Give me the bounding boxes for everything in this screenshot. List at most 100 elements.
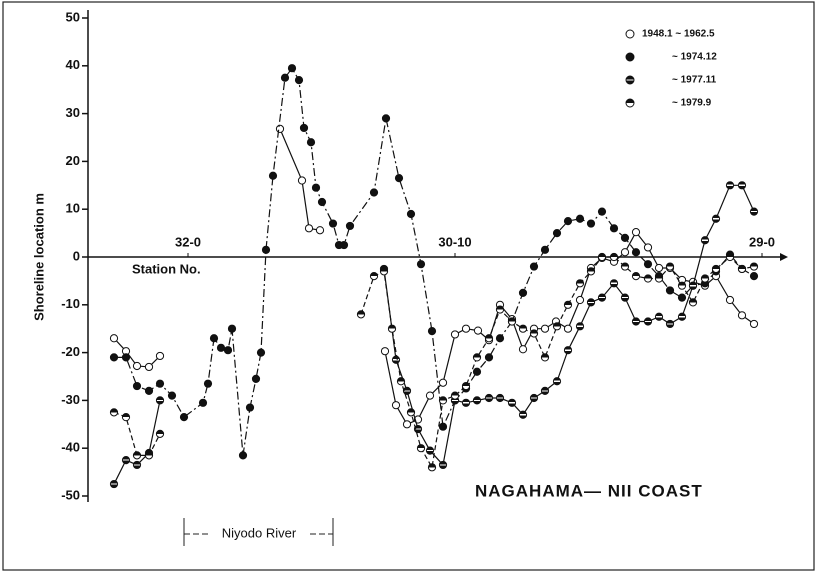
data-point bbox=[387, 324, 397, 333]
data-point bbox=[495, 393, 505, 403]
data-point bbox=[540, 324, 550, 333]
data-point bbox=[586, 219, 596, 228]
data-point bbox=[620, 248, 630, 257]
data-point bbox=[209, 334, 219, 343]
data-point bbox=[438, 460, 448, 470]
data-point bbox=[144, 362, 154, 372]
data-point bbox=[406, 408, 416, 417]
data-point bbox=[575, 295, 585, 305]
data-point bbox=[396, 377, 406, 386]
data-point bbox=[427, 326, 437, 336]
data-point bbox=[223, 346, 233, 355]
data-point bbox=[749, 319, 759, 329]
data-point bbox=[391, 355, 401, 364]
data-point bbox=[529, 393, 539, 403]
data-point bbox=[725, 252, 735, 262]
y-tick-label: 30 bbox=[66, 105, 80, 120]
data-point bbox=[737, 181, 747, 190]
legend-marker bbox=[625, 75, 635, 85]
data-point bbox=[369, 272, 379, 281]
data-point bbox=[473, 326, 483, 335]
data-point bbox=[132, 361, 142, 371]
data-point bbox=[518, 324, 528, 333]
data-point bbox=[450, 391, 460, 400]
data-point bbox=[654, 312, 664, 321]
data-point bbox=[700, 274, 710, 283]
data-point bbox=[356, 310, 366, 319]
data-point bbox=[540, 386, 550, 395]
data-point bbox=[394, 174, 404, 183]
data-point bbox=[203, 379, 213, 388]
data-point bbox=[155, 379, 165, 388]
data-point bbox=[597, 207, 607, 216]
data-point bbox=[518, 345, 528, 354]
data-point bbox=[144, 386, 154, 395]
legend-marker bbox=[625, 29, 635, 39]
y-tick-label: 40 bbox=[66, 57, 80, 72]
data-point bbox=[620, 293, 630, 302]
data-point bbox=[339, 240, 349, 250]
legend-label: ~ 1974.12 bbox=[672, 52, 717, 63]
data-point bbox=[631, 272, 641, 281]
data-point bbox=[586, 298, 596, 307]
data-point bbox=[507, 317, 517, 326]
data-point bbox=[345, 221, 355, 231]
data-point bbox=[280, 73, 290, 82]
data-point bbox=[132, 451, 142, 460]
data-point bbox=[620, 262, 630, 271]
data-point bbox=[413, 424, 423, 434]
data-point bbox=[725, 181, 735, 190]
data-point bbox=[317, 197, 327, 207]
data-point bbox=[665, 319, 675, 329]
data-point bbox=[461, 381, 471, 391]
data-point bbox=[563, 346, 573, 355]
data-point bbox=[711, 214, 721, 223]
y-tick-label: 0 bbox=[73, 248, 80, 263]
legend-marker bbox=[625, 98, 635, 108]
data-point bbox=[328, 219, 338, 228]
data-point bbox=[315, 226, 325, 235]
data-point bbox=[677, 281, 687, 290]
data-point bbox=[529, 262, 539, 271]
y-axis-label: Shoreline location m bbox=[31, 193, 46, 321]
data-point bbox=[495, 334, 505, 343]
data-point bbox=[575, 279, 585, 288]
data-point bbox=[198, 398, 208, 407]
data-point bbox=[665, 286, 675, 295]
series-line bbox=[113, 256, 755, 470]
data-point bbox=[256, 348, 266, 357]
data-point bbox=[563, 324, 573, 333]
data-point bbox=[725, 295, 735, 305]
data-point bbox=[749, 262, 759, 271]
data-point bbox=[540, 245, 550, 254]
data-point bbox=[749, 207, 759, 216]
data-point bbox=[609, 279, 619, 288]
data-point bbox=[552, 322, 562, 331]
data-point bbox=[688, 298, 698, 307]
y-tick-label: 20 bbox=[66, 153, 80, 168]
data-point bbox=[575, 214, 585, 223]
data-point bbox=[654, 263, 664, 273]
data-point bbox=[216, 343, 226, 352]
data-point bbox=[427, 463, 437, 472]
series-line bbox=[113, 184, 755, 485]
data-point bbox=[507, 398, 517, 407]
data-point bbox=[631, 317, 641, 326]
data-point bbox=[688, 281, 698, 290]
data-point bbox=[155, 429, 165, 438]
x-tick-label: 32-0 bbox=[175, 234, 201, 249]
data-point bbox=[597, 293, 607, 302]
data-point bbox=[132, 381, 142, 391]
data-point bbox=[179, 413, 189, 422]
data-point bbox=[643, 317, 653, 326]
data-point bbox=[484, 334, 494, 343]
data-point bbox=[552, 229, 562, 238]
data-point bbox=[381, 114, 391, 123]
data-point bbox=[749, 272, 759, 281]
annotation: NAGAHAMA— NII COAST bbox=[475, 481, 703, 500]
data-point bbox=[132, 460, 142, 470]
y-tick-label: 10 bbox=[66, 201, 80, 216]
data-point bbox=[287, 64, 297, 73]
